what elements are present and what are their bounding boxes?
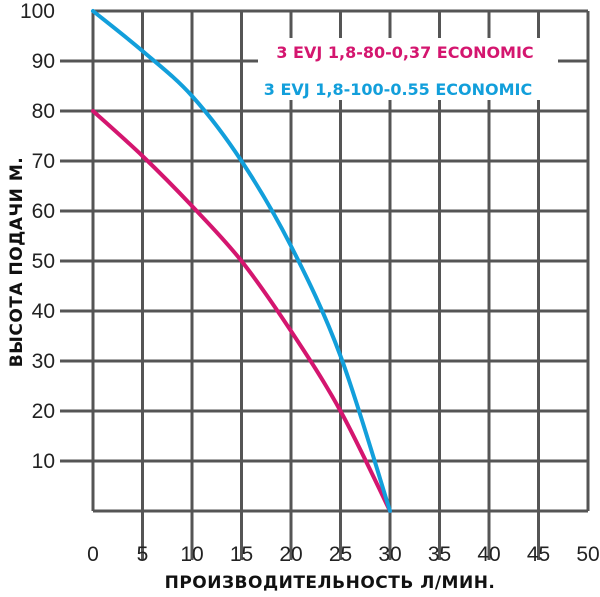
grid [60, 9, 590, 560]
y-tick-label: 30 [32, 350, 55, 373]
y-tick-label: 10 [32, 450, 55, 473]
y-tick-label: 50 [32, 250, 55, 273]
y-tick-label: 90 [32, 50, 55, 73]
legend: 3 EVJ 1,8-80-0,37 ECONOMIC 3 EVJ 1,8-100… [258, 38, 558, 100]
y-tick-label: 80 [32, 100, 55, 123]
y-tick-label: 40 [32, 300, 55, 323]
series-line-2 [91, 9, 392, 513]
tick-labels: 10 20 30 40 50 60 70 80 90 100 0 5 10 15 20 25 30 35 40 45 5… [20, 0, 600, 566]
x-tick-label: 15 [230, 543, 253, 566]
y-tick-label: 100 [20, 0, 55, 23]
y-tick-label: 20 [32, 400, 55, 423]
legend-background [258, 38, 558, 100]
series-lines [91, 9, 392, 513]
x-tick-label: 20 [279, 543, 302, 566]
y-tick-label: 70 [32, 150, 55, 173]
x-tick-label: 30 [378, 543, 401, 566]
legend-item-series-2: 3 EVJ 1,8-100-0.55 ECONOMIC [264, 80, 533, 99]
x-tick-label: 35 [428, 543, 451, 566]
x-tick-label: 50 [576, 543, 599, 566]
y-axis-title: ВЫСОТА ПОДАЧИ М. [7, 157, 27, 367]
x-tick-label: 5 [137, 543, 149, 566]
x-axis-title: ПРОИЗВОДИТЕЛЬНОСТЬ Л/МИН. [165, 573, 496, 593]
x-tick-label: 0 [87, 543, 99, 566]
x-tick-label: 10 [180, 543, 203, 566]
x-tick-label: 40 [477, 543, 500, 566]
x-tick-label: 25 [329, 543, 352, 566]
series-line-1 [91, 109, 392, 513]
legend-item-series-1: 3 EVJ 1,8-80-0,37 ECONOMIC [276, 43, 533, 62]
x-tick-label: 45 [527, 543, 550, 566]
y-tick-label: 60 [32, 200, 55, 223]
